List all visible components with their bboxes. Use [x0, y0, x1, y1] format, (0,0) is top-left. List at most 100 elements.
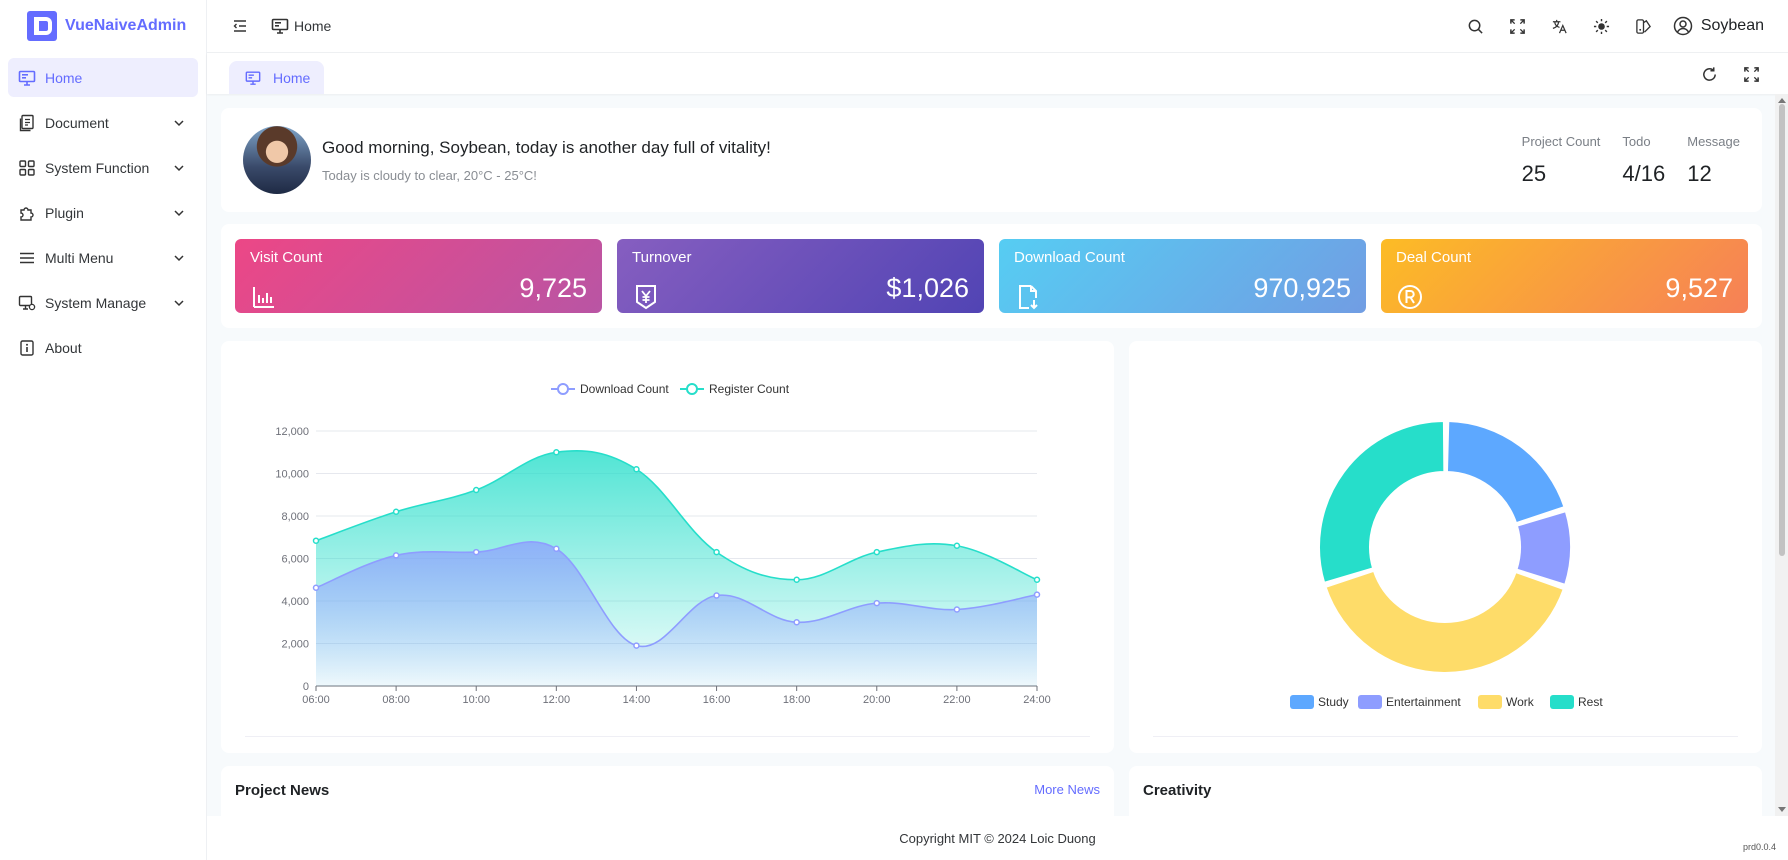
sidebar-item-label: About [45, 339, 82, 356]
sidebar-item-plugin[interactable]: Plugin [8, 193, 198, 232]
breadcrumb[interactable]: Home [271, 17, 331, 35]
data-point [553, 545, 560, 553]
theme-config-button[interactable] [1623, 9, 1665, 43]
kpi-card-download-count: Download Count 970,925 [999, 239, 1366, 313]
legend-label: Register Count [709, 382, 790, 396]
series-area [316, 541, 1037, 686]
tab-home[interactable]: Home [229, 61, 325, 94]
y-tick-label: 10,000 [275, 469, 309, 481]
user-menu[interactable]: Soybean [1673, 16, 1764, 36]
weather-text: Today is cloudy to clear, 20°C - 25°C! [322, 167, 537, 183]
data-point [713, 592, 720, 599]
copyright-text: Copyright MIT © 2024 Loic Duong [899, 830, 1096, 846]
data-point [873, 548, 881, 556]
x-tick-label: 20:00 [863, 694, 891, 706]
y-tick-label: 2,000 [281, 639, 309, 651]
logo-icon [27, 11, 57, 41]
divider [1153, 736, 1738, 737]
yen-icon [636, 285, 656, 310]
menu-icon [18, 249, 36, 267]
breadcrumb-label: Home [294, 18, 332, 34]
kpi-title: Deal Count [1396, 249, 1472, 266]
theme-toggle-button[interactable] [1581, 9, 1623, 43]
search-button[interactable] [1455, 9, 1497, 43]
sidebar-item-home[interactable]: Home [8, 58, 198, 97]
line-chart-card: 0 2,000 4,000 6,000 8,000 10,000 12,000 06:00 08… [221, 341, 1114, 753]
x-tick-label: 06:00 [302, 694, 330, 706]
user-avatar-icon [1673, 16, 1693, 36]
legend-label: Rest [1578, 695, 1603, 709]
stat-label: Message [1687, 133, 1740, 149]
pie-chart: Study Entertainment Work Rest [1290, 420, 1603, 709]
fullscreen-button[interactable] [1497, 9, 1539, 43]
legend-marker [1478, 695, 1502, 709]
scroll-up-arrow[interactable] [1778, 98, 1786, 103]
series-line [315, 450, 1038, 581]
kpi-title: Turnover [632, 249, 692, 266]
sidebar-item-label: Multi Menu [45, 249, 114, 266]
x-tick-label: 08:00 [382, 694, 410, 706]
version-text: prd0.0.4 [1742, 842, 1776, 852]
user-avatar [243, 126, 311, 194]
grid-icon [18, 159, 36, 177]
stat-value: 4/16 [1622, 160, 1666, 186]
kpi-card-deal-count: Deal Count 9,527 [1381, 239, 1748, 313]
app-name: VueNaiveAdmin [65, 17, 187, 34]
registered-icon [1398, 285, 1422, 309]
chevron-down-icon [174, 254, 184, 261]
scroll-down-arrow[interactable] [1778, 807, 1786, 812]
refresh-button[interactable] [1688, 57, 1730, 91]
stat-value: 12 [1687, 160, 1712, 186]
legend-label: Work [1506, 695, 1535, 709]
sidebar-item-label: Home [45, 69, 83, 86]
sidebar-item-multi-menu[interactable]: Multi Menu [8, 238, 198, 277]
refresh-icon [1702, 66, 1716, 81]
scroll-thumb[interactable] [1779, 104, 1785, 556]
welcome-title: Good morning, Soybean, today is another … [322, 137, 771, 157]
settings-monitor-icon [18, 294, 36, 312]
x-tick-label: 14:00 [623, 694, 651, 706]
sidebar-item-document[interactable]: Document [8, 103, 198, 142]
stat-message: Message 12 [1687, 134, 1740, 187]
data-point [1033, 591, 1041, 598]
x-tick-label: 16:00 [703, 694, 731, 706]
app-logo[interactable]: VueNaiveAdmin [0, 0, 206, 52]
more-news-link[interactable]: More News [1034, 782, 1100, 797]
bar-chart-icon [253, 287, 274, 308]
info-icon [18, 339, 36, 357]
sidebar-item-about[interactable]: About [8, 328, 198, 367]
content-fullscreen-button[interactable] [1730, 57, 1772, 91]
x-tick-label: 18:00 [783, 694, 811, 706]
sidebar-item-system-manage[interactable]: System Manage [8, 283, 198, 322]
kpi-value: 970,925 [1253, 273, 1351, 303]
chevron-down-icon [174, 164, 184, 171]
tab-bar: Home [207, 53, 1788, 94]
fullscreen-icon [1510, 18, 1526, 34]
kpi-title: Download Count [1014, 249, 1125, 266]
donut-slice [1515, 510, 1572, 586]
tab-label: Home [273, 69, 311, 86]
data-point [633, 642, 640, 649]
scrollbar[interactable] [1775, 94, 1788, 816]
main-content: Good morning, Soybean, today is another … [207, 94, 1775, 816]
sun-icon [1594, 18, 1610, 34]
donut-slice [1445, 420, 1566, 525]
sidebar-item-system-function[interactable]: System Function [8, 148, 198, 187]
data-point [312, 584, 320, 592]
data-point [553, 449, 560, 456]
legend-marker [557, 383, 569, 395]
sidebar-item-label: System Function [45, 159, 150, 176]
project-news-card: Project News More News [221, 766, 1114, 816]
kpi-value: 9,725 [519, 273, 587, 303]
collapse-menu-icon[interactable] [231, 17, 249, 35]
sidebar-menu: Home Document System Function Plugin [0, 52, 206, 367]
stat-label: Project Count [1521, 133, 1601, 149]
data-point [633, 466, 640, 473]
language-button[interactable] [1539, 9, 1581, 43]
x-tick-label: 24:00 [1023, 694, 1051, 706]
legend-marker [1550, 695, 1574, 709]
x-tick-label: 22:00 [943, 694, 971, 706]
data-point [873, 599, 881, 607]
sidebar-item-label: Document [45, 114, 109, 131]
data-point [713, 548, 720, 556]
